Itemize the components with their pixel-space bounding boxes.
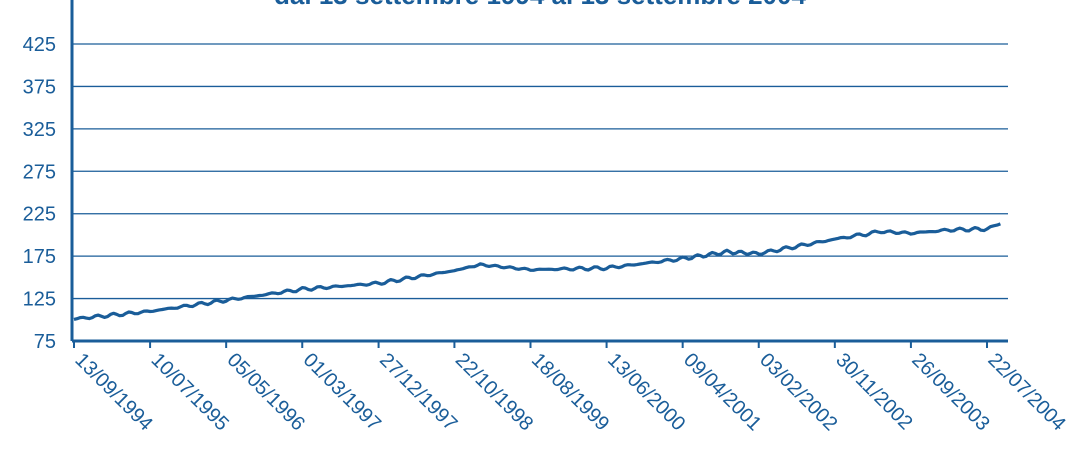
y-tick-label: 325	[23, 119, 56, 141]
x-tick-label: 10/07/1995	[147, 349, 233, 435]
x-tick-label: 13/09/1994	[70, 349, 156, 435]
x-tick-label: 27/12/1997	[375, 349, 461, 435]
x-tick-label: 09/04/2001	[679, 349, 765, 435]
y-tick-label: 425	[23, 34, 56, 56]
y-tick-label: 375	[23, 76, 56, 98]
chart-title: dal 13 settembre 1994 al 13 settembre 20…	[274, 0, 806, 10]
x-tick-label: 22/07/2004	[983, 349, 1069, 435]
x-tick-label: 18/08/1999	[527, 349, 613, 435]
series-line	[73, 222, 1001, 321]
x-tick-label: 13/06/2000	[603, 349, 689, 435]
x-tick-label: 03/02/2002	[755, 349, 841, 435]
y-tick-label: 75	[34, 331, 56, 353]
y-tick-label: 225	[23, 204, 56, 226]
x-tick-label: 26/09/2003	[907, 349, 993, 435]
y-tick-label: 125	[23, 289, 56, 311]
x-tick-label: 30/11/2002	[831, 349, 916, 434]
x-tick-label: 01/03/1997	[299, 349, 385, 435]
x-tick-label: 05/05/1996	[223, 349, 309, 435]
x-tick-label: 22/10/1998	[451, 349, 537, 435]
y-tick-label: 175	[23, 246, 56, 268]
y-tick-label: 275	[23, 161, 56, 183]
